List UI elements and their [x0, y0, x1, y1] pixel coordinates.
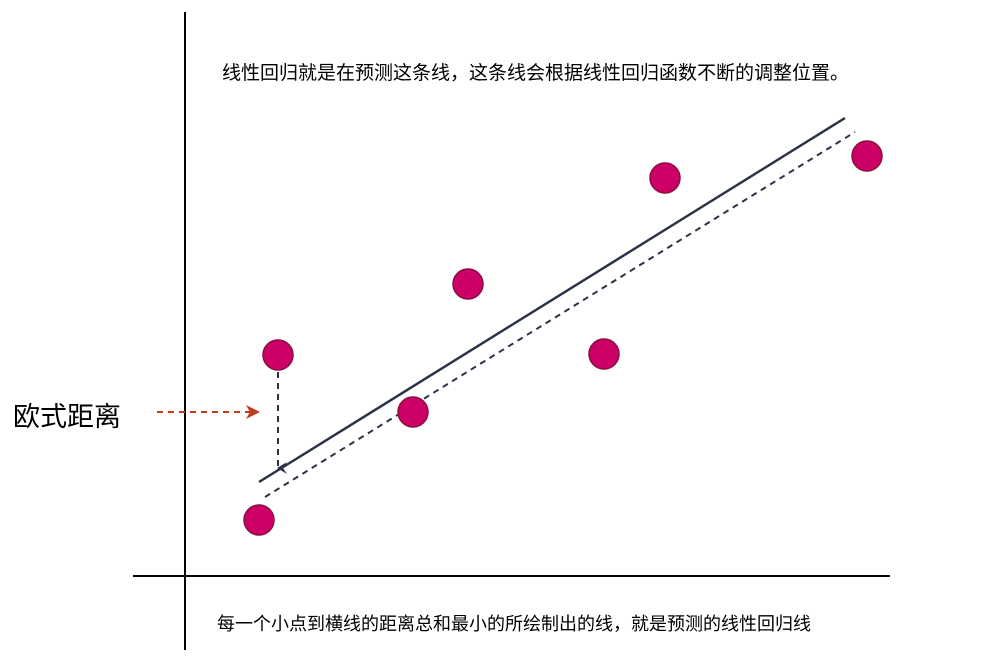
data-point — [397, 396, 429, 428]
data-point — [588, 338, 620, 370]
data-point — [649, 162, 681, 194]
euclidean-distance-label: 欧式距离 — [13, 402, 121, 433]
regression-line-dashed — [264, 131, 856, 498]
data-point — [851, 140, 883, 172]
data-point — [452, 268, 484, 300]
top-caption: 线性回归就是在预测这条线，这条线会根据线性回归函数不断的调整位置。 — [222, 62, 850, 84]
data-point — [262, 339, 294, 371]
regression-line — [258, 116, 846, 484]
bottom-caption: 每一个小点到横线的距离总和最小的所绘制出的线，就是预测的线性回归线 — [217, 614, 811, 635]
data-points — [243, 140, 883, 536]
data-point — [243, 504, 275, 536]
